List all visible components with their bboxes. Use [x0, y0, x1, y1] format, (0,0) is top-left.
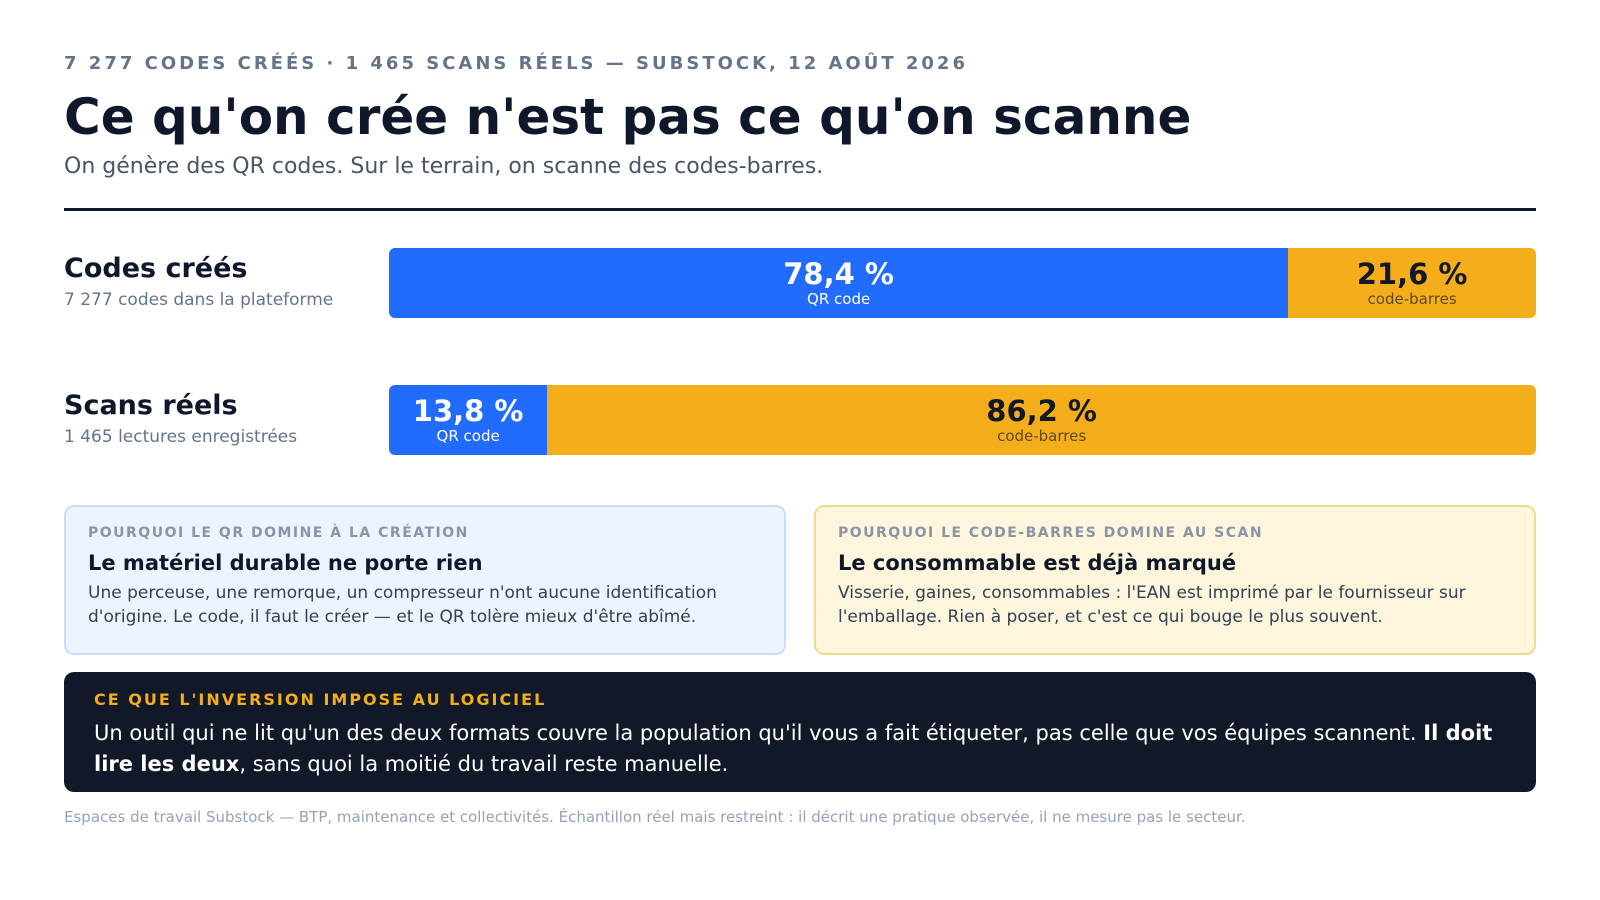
data-label-percent: 21,6 % [1356, 257, 1468, 291]
chart-row-scanned: Scans réels 1 465 lectures enregistrées … [64, 385, 1536, 455]
bar-segment-barcode: 86,2 % code-barres [547, 385, 1536, 455]
callout-body: Un outil qui ne lit qu'un des deux forma… [94, 718, 1506, 780]
software-callout: CE QUE L'INVERSION IMPOSE AU LOGICIEL Un… [64, 672, 1536, 792]
callout-body-end: , sans quoi la moitié du travail reste m… [239, 752, 729, 776]
page-subtitle: On génère des QR codes. Sur le terrain, … [64, 154, 824, 179]
explanation-cards: POURQUOI LE QR DOMINE À LA CRÉATION Le m… [64, 505, 1536, 655]
callout-body-bold: Il doit lire les deux [94, 721, 1493, 776]
bar-segment-qr: 78,4 % QR code [389, 248, 1289, 318]
bar-segment-qr: 13,8 % QR code [389, 385, 548, 455]
eyebrow: 7 277 CODES CRÉÉS · 1 465 SCANS RÉELS — … [64, 53, 968, 74]
data-label-series: QR code [436, 427, 500, 445]
stacked-bar-scanned: 13,8 % QR code 86,2 % code-barres [389, 385, 1536, 455]
data-label-percent: 78,4 % [783, 257, 894, 291]
callout-kicker: CE QUE L'INVERSION IMPOSE AU LOGICIEL [94, 690, 547, 709]
row-label-created: Codes créés 7 277 codes dans la platefor… [64, 252, 374, 312]
data-label-series: QR code [807, 290, 871, 308]
bar-segment-barcode: 21,6 % code-barres [1288, 248, 1536, 318]
title-divider [64, 208, 1536, 211]
chart-row-created: Codes créés 7 277 codes dans la platefor… [64, 248, 1536, 318]
card-qr-body: Une perceuse, une remorque, un compresse… [88, 583, 717, 627]
footnote: Espaces de travail Substock — BTP, maint… [64, 808, 1246, 826]
data-label-series: code-barres [997, 427, 1087, 445]
row-title-scanned: Scans réels [64, 390, 238, 421]
row-subtitle-scanned: 1 465 lectures enregistrées [64, 427, 298, 447]
card-barcode-kicker: POURQUOI LE CODE-BARRES DOMINE AU SCAN [838, 525, 1264, 541]
data-label-percent: 13,8 % [412, 394, 524, 428]
row-title-created: Codes créés [64, 253, 248, 284]
stacked-bar-created: 78,4 % QR code 21,6 % code-barres [389, 248, 1536, 318]
data-label-percent: 86,2 % [986, 394, 1097, 428]
row-subtitle-created: 7 277 codes dans la plateforme [64, 290, 334, 310]
card-qr-title: Le matériel durable ne porte rien [88, 551, 483, 575]
callout-body-start: Un outil qui ne lit qu'un des deux forma… [94, 721, 1417, 745]
card-qr-kicker: POURQUOI LE QR DOMINE À LA CRÉATION [88, 525, 469, 541]
page-title: Ce qu'on crée n'est pas ce qu'on scanne [64, 88, 1192, 146]
row-label-scanned: Scans réels 1 465 lectures enregistrées [64, 389, 374, 449]
card-barcode-scan: POURQUOI LE CODE-BARRES DOMINE AU SCAN L… [814, 505, 1536, 655]
card-barcode-title: Le consommable est déjà marqué [838, 551, 1237, 575]
data-label-series: code-barres [1367, 290, 1457, 308]
card-barcode-body: Visserie, gaines, consommables : l'EAN e… [838, 583, 1466, 627]
card-qr-creation: POURQUOI LE QR DOMINE À LA CRÉATION Le m… [64, 505, 786, 655]
